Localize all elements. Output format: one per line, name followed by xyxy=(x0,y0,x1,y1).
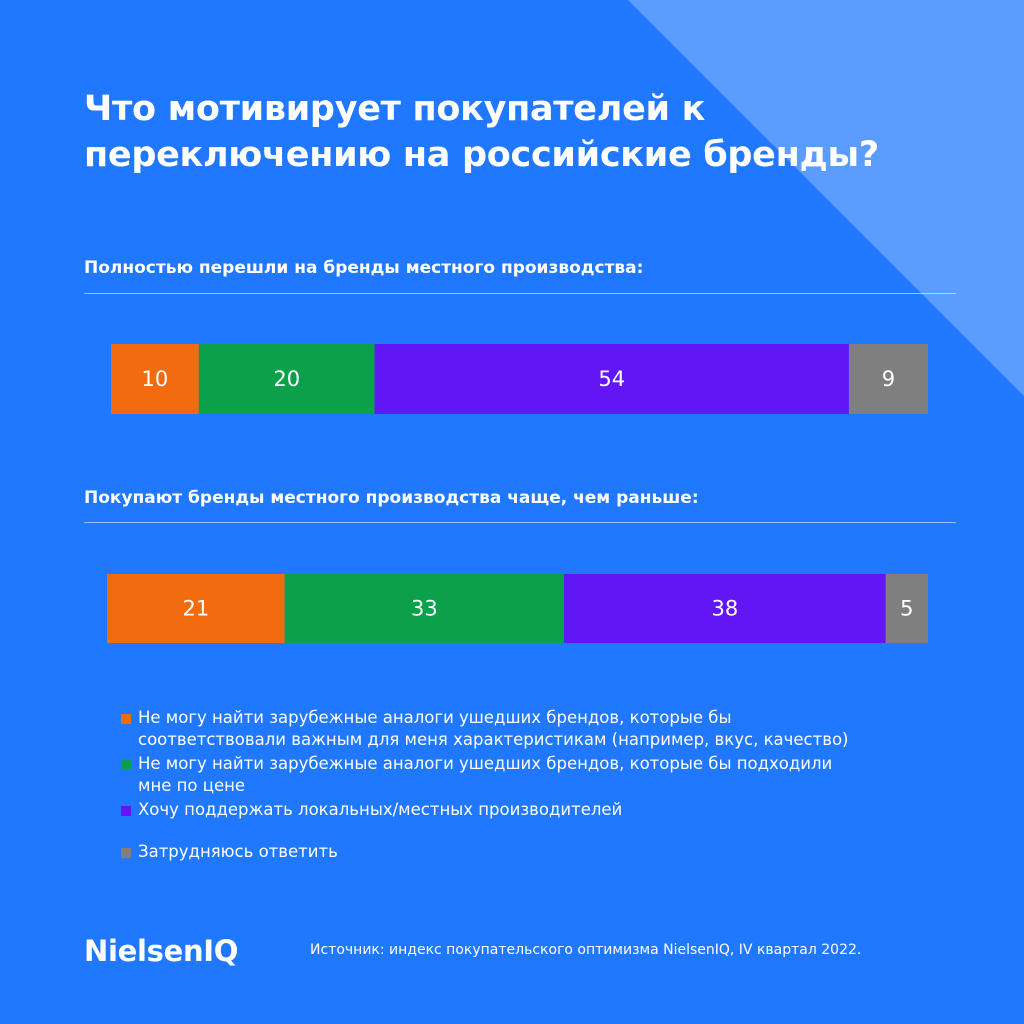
chart-2-divider xyxy=(84,522,956,523)
chart-1-segment-4 xyxy=(848,344,928,414)
chart-2-segment-4 xyxy=(885,574,928,643)
legend: Не могу найти зарубежные аналоги ушедших… xyxy=(121,707,961,865)
legend-item-price: Не могу найти зарубежные аналоги ушедших… xyxy=(121,753,961,797)
page-title-line-2: переключению на российские бренды? xyxy=(84,135,879,175)
chart-1-segment-2 xyxy=(198,344,375,414)
chart-1-segment-1 xyxy=(111,344,199,414)
source-note: Источник: индекс покупательского оптимиз… xyxy=(310,942,862,958)
chart-2-segment-3-label: 38 xyxy=(711,597,738,621)
chart-2-segment-3 xyxy=(564,574,886,643)
chart-1-segment-1-label: 10 xyxy=(142,367,169,391)
chart-2-segment-2-label: 33 xyxy=(411,597,438,621)
chart-1-segment-3 xyxy=(374,344,849,414)
corner-accent-triangle xyxy=(628,0,1024,396)
chart-1-segment-4-label: 9 xyxy=(882,367,895,391)
legend-swatch-purple xyxy=(121,806,131,816)
nielseniq-logo: NielsenIQ xyxy=(84,934,239,968)
chart-2-segment-4-label: 5 xyxy=(900,597,913,621)
chart-1-segment-2-label: 20 xyxy=(273,367,300,391)
page-title-line-1: Что мотивирует покупателей к xyxy=(84,89,706,129)
legend-label-line: Не могу найти зарубежные аналоги ушедших… xyxy=(138,708,732,727)
legend-item-quality: Не могу найти зарубежные аналоги ушедших… xyxy=(121,707,961,751)
legend-label-line: Не могу найти зарубежные аналоги ушедших… xyxy=(138,754,833,773)
chart-2-segment-2 xyxy=(284,574,565,643)
legend-swatch-green xyxy=(121,760,131,770)
chart-1-divider xyxy=(84,293,956,294)
page-title: Что мотивирует покупателей к переключени… xyxy=(84,86,944,178)
chart-1-segment-3-label: 54 xyxy=(598,367,625,391)
legend-label-line: Хочу поддержать локальных/местных произв… xyxy=(138,800,623,819)
chart-2-subtitle: Покупают бренды местного производства ча… xyxy=(84,488,699,508)
legend-label-line: мне по цене xyxy=(138,776,246,795)
legend-item-unsure: Затрудняюсь ответить xyxy=(121,841,961,863)
legend-item-support-local: Хочу поддержать локальных/местных произв… xyxy=(121,799,961,821)
chart-1-subtitle: Полностью перешли на бренды местного про… xyxy=(84,258,644,278)
chart-2-segment-1 xyxy=(107,574,285,643)
legend-swatch-gray xyxy=(121,848,131,858)
legend-swatch-orange xyxy=(121,714,131,724)
legend-label-line: соответствовали важным для меня характер… xyxy=(138,730,849,749)
chart-1-stacked-bar: 10 20 54 9 xyxy=(111,344,928,414)
chart-2-segment-1-label: 21 xyxy=(183,597,210,621)
chart-2-stacked-bar: 21 33 38 5 xyxy=(107,574,928,643)
legend-label-line: Затрудняюсь ответить xyxy=(138,842,338,861)
